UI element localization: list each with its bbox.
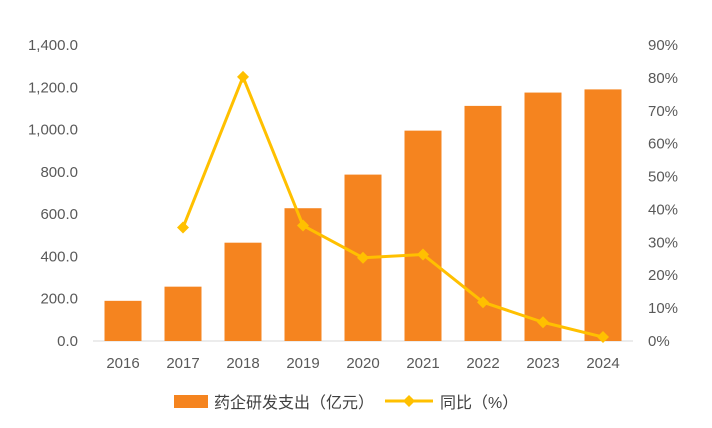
legend-line-label: 同比（%） xyxy=(440,394,518,412)
bar xyxy=(164,286,202,341)
line-point xyxy=(297,219,309,232)
x-axis-tick-label: 2019 xyxy=(286,355,319,372)
right-axis-tick-label: 80% xyxy=(648,70,678,87)
line-point xyxy=(237,70,249,83)
left-axis-tick-label: 0.0 xyxy=(57,333,78,350)
right-axis-tick-label: 60% xyxy=(648,136,678,153)
x-axis-tick-label: 2023 xyxy=(526,355,559,372)
left-axis-tick-label: 400.0 xyxy=(40,248,78,265)
line-point xyxy=(597,331,609,344)
bar xyxy=(584,89,622,342)
legend-line-marker xyxy=(403,395,415,407)
bar xyxy=(224,242,262,341)
right-axis-tick-label: 20% xyxy=(648,267,678,284)
left-axis-tick-label: 800.0 xyxy=(40,164,78,181)
line-series xyxy=(177,70,609,344)
right-axis-tick-label: 40% xyxy=(648,201,678,218)
left-axis-tick-label: 1,200.0 xyxy=(28,79,78,96)
legend-bar-label: 药企研发支出（亿元） xyxy=(214,394,374,412)
x-axis-tick-label: 2017 xyxy=(166,355,199,372)
right-axis-tick-label: 10% xyxy=(648,300,678,317)
x-axis-tick-label: 2020 xyxy=(346,355,379,372)
x-axis-tick-label: 2024 xyxy=(586,355,619,372)
left-axis-tick-label: 600.0 xyxy=(40,206,78,223)
right-axis-tick-label: 0% xyxy=(648,333,670,350)
x-axis-tick-label: 2021 xyxy=(406,355,439,372)
line-point xyxy=(477,296,489,309)
x-axis-tick-label: 2016 xyxy=(106,355,139,372)
x-axis: 2016 2017 2018 2019 2020 2021 2022 2023 2024 xyxy=(93,340,633,372)
left-axis: 0.0 200.0 400.0 600.0 800.0 1,000.0 1,200.0 1,4… xyxy=(28,37,78,350)
line-point xyxy=(357,251,369,264)
line-point xyxy=(537,316,549,329)
right-axis-tick-label: 50% xyxy=(648,169,678,186)
x-axis-tick-label: 2018 xyxy=(226,355,259,372)
bar xyxy=(404,130,442,341)
left-axis-tick-label: 200.0 xyxy=(40,291,78,308)
line-point xyxy=(417,248,429,261)
x-axis-tick-label: 2022 xyxy=(466,355,499,372)
left-axis-tick-label: 1,400.0 xyxy=(28,37,78,54)
bar xyxy=(524,92,562,341)
left-axis-tick-label: 1,000.0 xyxy=(28,122,78,139)
legend-bar-swatch xyxy=(174,395,208,408)
line-point xyxy=(177,221,189,234)
right-axis: 0% 10% 20% 30% 40% 50% 60% 70% 80% 90% xyxy=(648,37,678,350)
bar-series xyxy=(104,89,622,342)
bar xyxy=(104,300,142,341)
line-path xyxy=(181,75,604,339)
right-axis-tick-label: 90% xyxy=(648,37,678,54)
right-axis-tick-label: 30% xyxy=(648,234,678,251)
right-axis-tick-label: 70% xyxy=(648,103,678,120)
legend: 药企研发支出（亿元） 同比（%） xyxy=(174,394,518,412)
